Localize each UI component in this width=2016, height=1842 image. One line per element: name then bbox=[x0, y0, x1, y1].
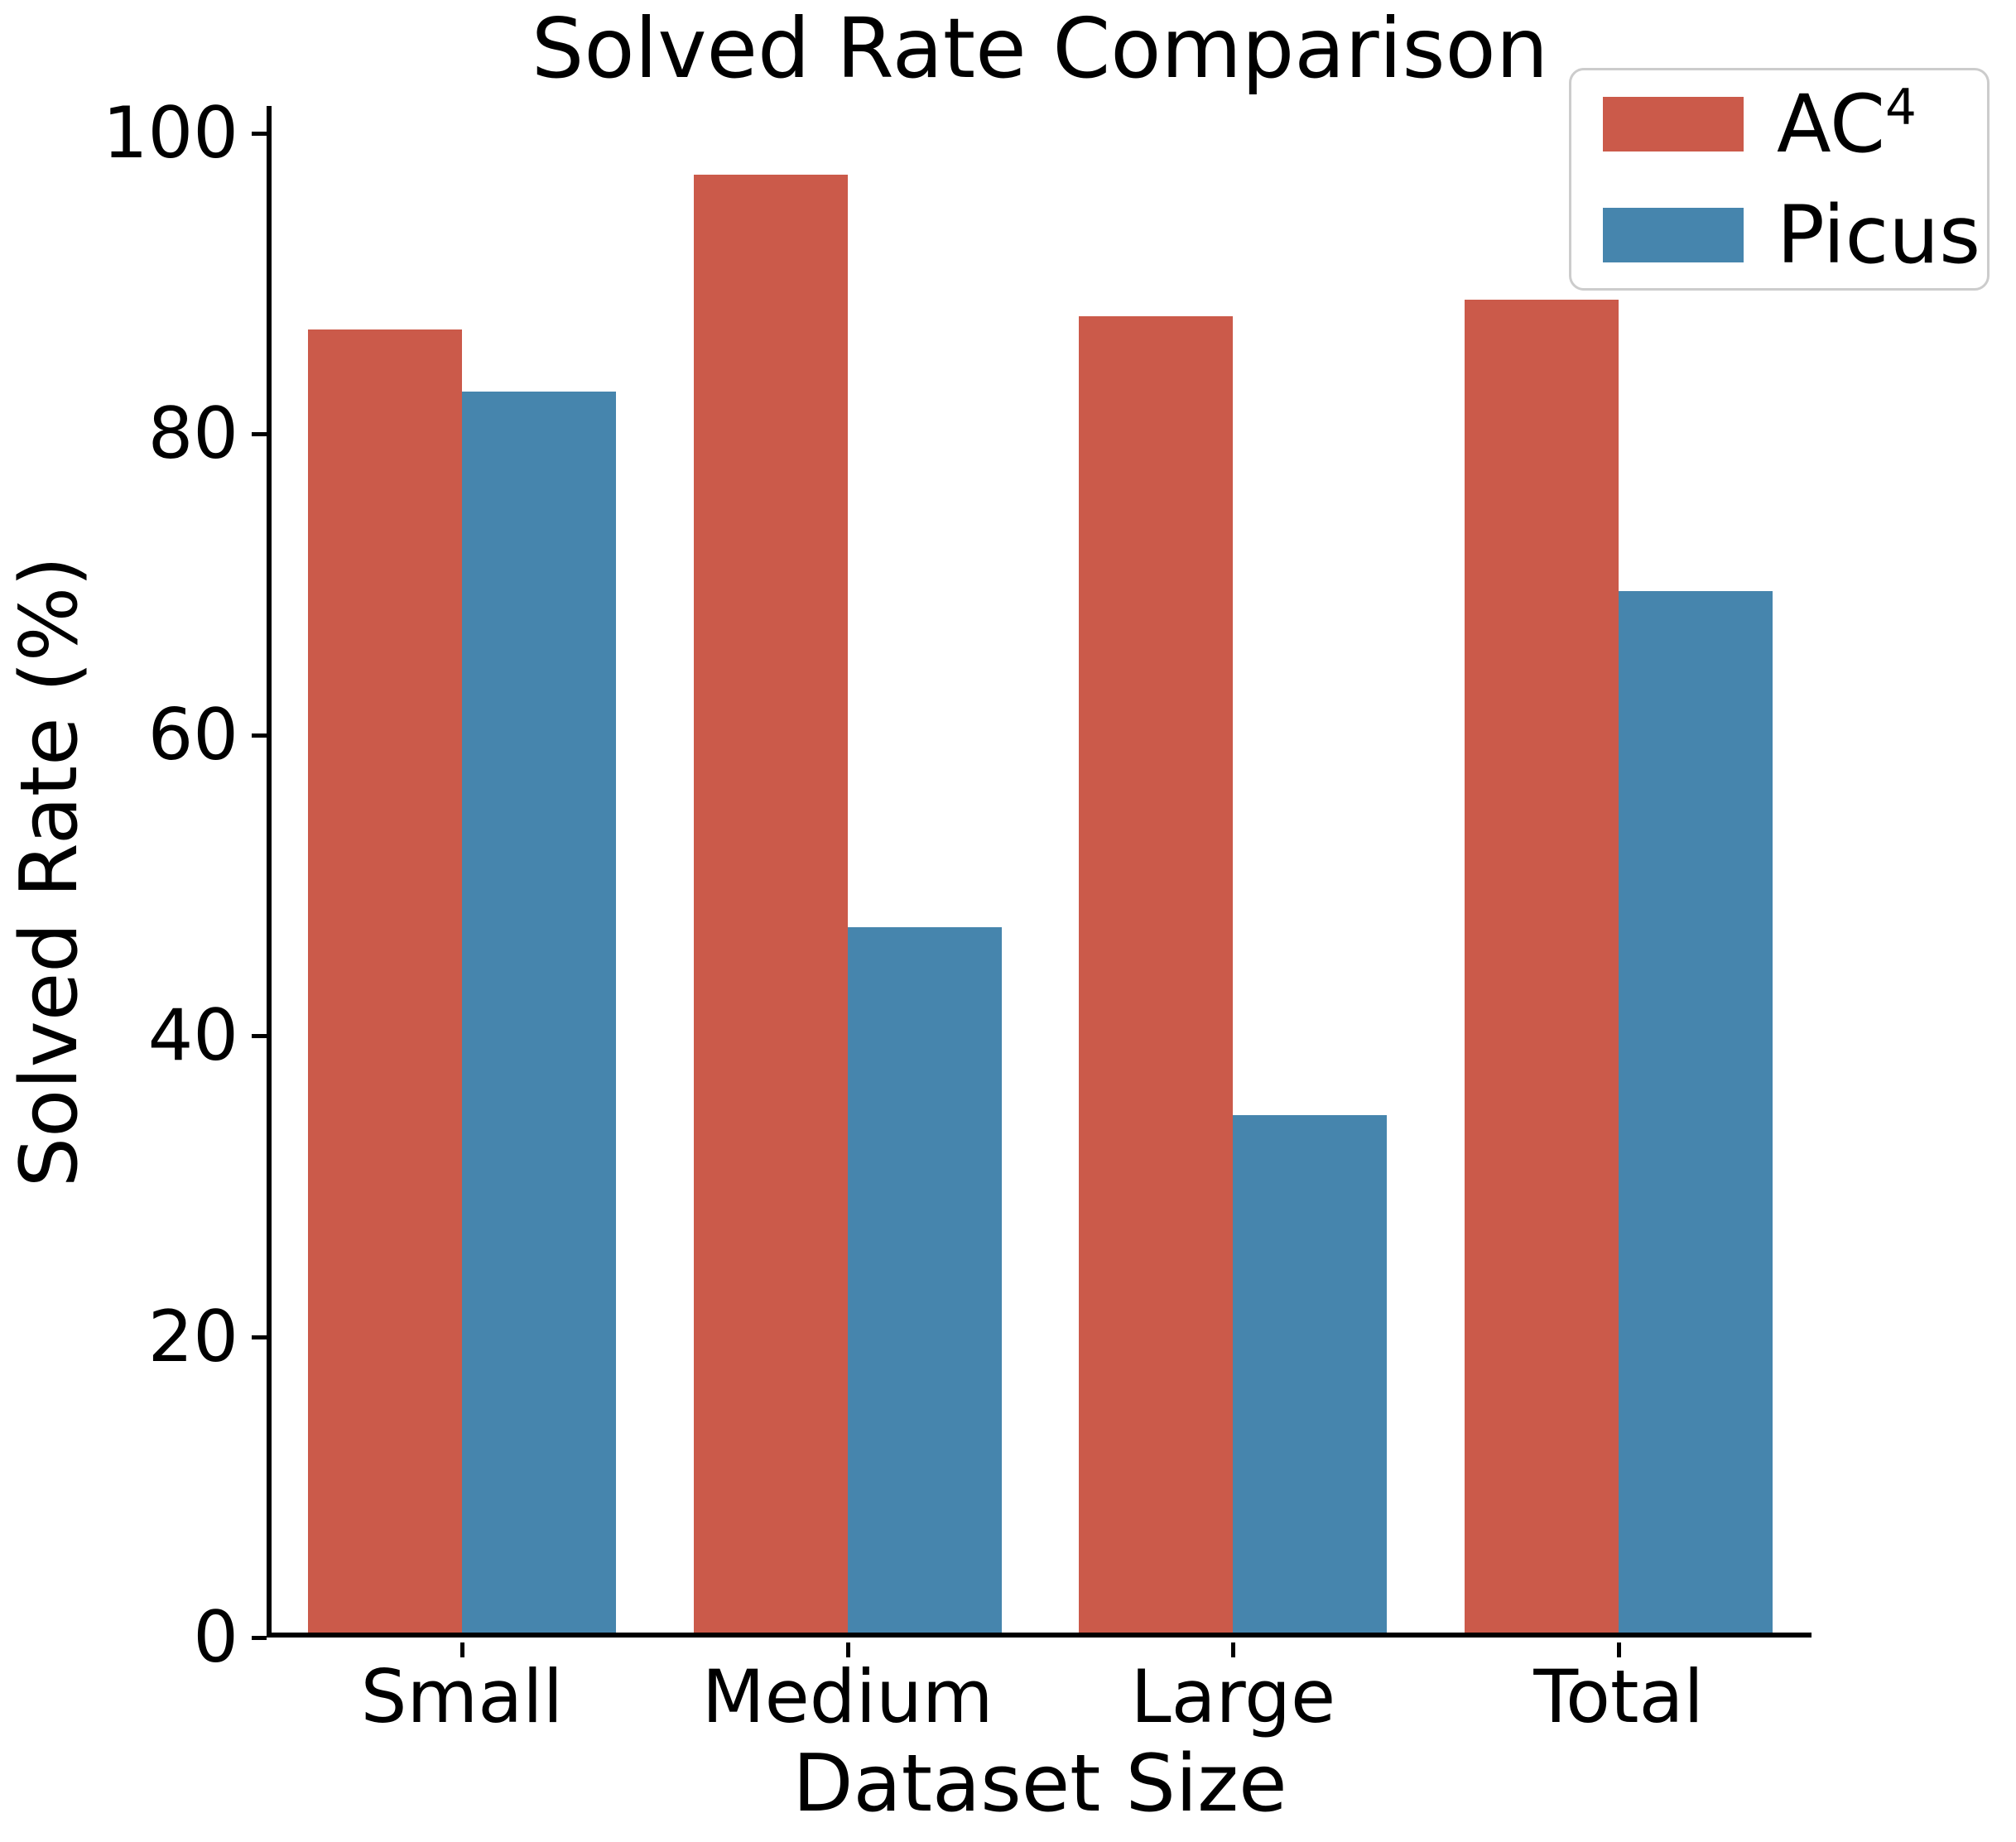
y-tick-60 bbox=[252, 733, 267, 738]
bar-ac4-large bbox=[1079, 315, 1234, 1633]
bar-picus-large bbox=[1233, 1114, 1388, 1633]
x-tick-large bbox=[1231, 1642, 1236, 1657]
legend-label-picus: Picus bbox=[1777, 188, 1981, 281]
bar-picus-small bbox=[461, 391, 616, 1633]
x-tick-label-large: Large bbox=[1130, 1654, 1336, 1739]
y-tick-0 bbox=[252, 1636, 267, 1640]
y-tick-20 bbox=[252, 1335, 267, 1339]
x-tick-label-total: Total bbox=[1533, 1654, 1704, 1739]
x-tick-label-medium: Medium bbox=[701, 1654, 994, 1739]
y-tick-label-80: 80 bbox=[147, 392, 238, 476]
y-tick-label-0: 0 bbox=[193, 1596, 238, 1679]
bar-ac4-total bbox=[1465, 299, 1619, 1633]
legend: AC4 Picus bbox=[1569, 68, 1990, 291]
x-tick-total bbox=[1617, 1642, 1622, 1657]
bar-picus-medium bbox=[847, 926, 1002, 1633]
y-tick-100 bbox=[252, 131, 267, 136]
legend-entry-ac4: AC4 bbox=[1603, 77, 1956, 171]
x-axis-label: Dataset Size bbox=[792, 1739, 1287, 1830]
y-axis-label: Solved Rate (%) bbox=[4, 555, 95, 1188]
plot-area bbox=[267, 106, 1812, 1638]
legend-entry-picus: Picus bbox=[1603, 195, 1980, 275]
bar-picus-total bbox=[1619, 591, 1773, 1633]
y-tick-label-20: 20 bbox=[147, 1295, 238, 1378]
bar-ac4-small bbox=[307, 329, 462, 1633]
y-tick-80 bbox=[252, 432, 267, 437]
legend-swatch-ac4 bbox=[1603, 96, 1744, 151]
x-tick-small bbox=[459, 1642, 464, 1657]
y-tick-label-100: 100 bbox=[102, 91, 238, 175]
y-tick-label-40: 40 bbox=[147, 994, 238, 1078]
y-tick-40 bbox=[252, 1034, 267, 1039]
chart-title: Solved Rate Comparison bbox=[531, 0, 1549, 97]
legend-label-ac4: AC4 bbox=[1777, 77, 1917, 171]
x-tick-medium bbox=[845, 1642, 850, 1657]
y-tick-label-60: 60 bbox=[147, 693, 238, 777]
legend-swatch-picus bbox=[1603, 207, 1744, 262]
x-tick-label-small: Small bbox=[360, 1654, 564, 1739]
bar-ac4-medium bbox=[693, 175, 848, 1633]
